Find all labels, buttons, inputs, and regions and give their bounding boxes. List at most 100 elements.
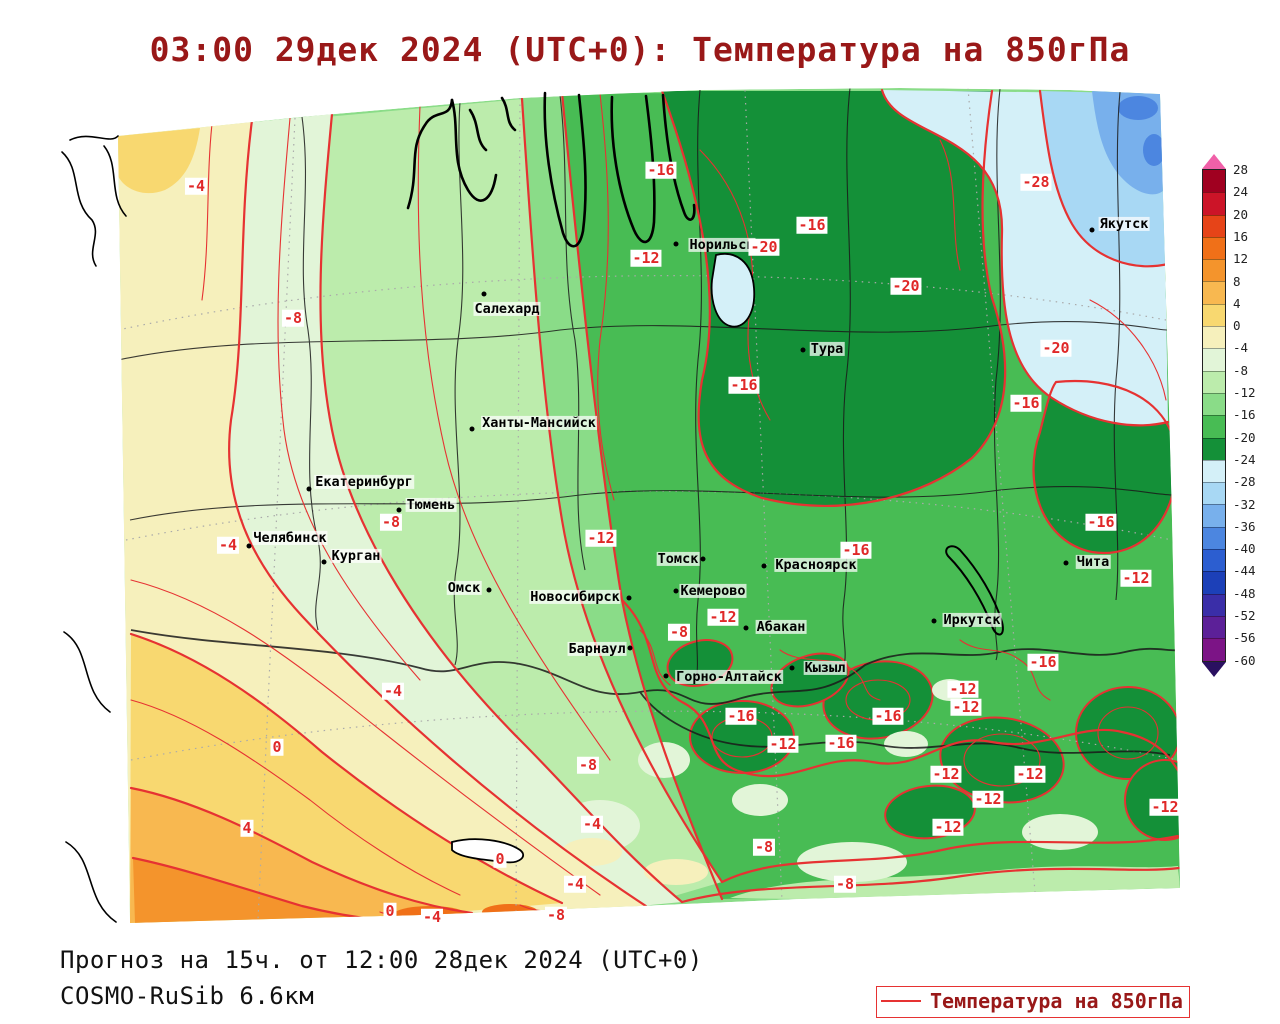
colorbar-cell <box>1203 348 1225 371</box>
city-dot <box>321 559 327 565</box>
city-dot <box>1089 227 1095 233</box>
city-label: Норильск <box>688 236 756 253</box>
colorbar-tick-label: -20 <box>1233 429 1256 445</box>
contour-value-label: -12 <box>630 248 662 267</box>
city-label: Горно-Алтайск <box>675 668 783 685</box>
city-dot <box>1063 560 1069 566</box>
city-dot <box>700 556 706 562</box>
colorbar-tick-label: -60 <box>1233 652 1256 668</box>
contour-value-label: -12 <box>947 679 979 698</box>
colorbar-tick-label: -28 <box>1233 473 1256 489</box>
contour-value-label: -16 <box>1085 512 1117 531</box>
contour-value-label: -8 <box>281 308 305 327</box>
contour-value-label: -8 <box>752 837 776 856</box>
city-label: Омск <box>446 579 482 596</box>
colorbar-arrow-up-icon <box>1202 154 1226 169</box>
contour-value-label: -20 <box>890 276 922 295</box>
admin-borders-layer <box>118 88 1180 756</box>
colorbar-cell <box>1203 549 1225 572</box>
city-dot <box>789 665 795 671</box>
contour-value-label: -4 <box>381 681 405 700</box>
city-dot <box>931 618 937 624</box>
colorbar-tick-label: 20 <box>1233 206 1249 222</box>
city-label: Кызыл <box>803 659 847 676</box>
city-label: Курган <box>330 547 382 564</box>
coastline-layer <box>61 91 1004 923</box>
contour-value-label: -16 <box>840 540 872 559</box>
colorbar-tick-label: -16 <box>1233 407 1256 423</box>
colorbar-tick-label: -52 <box>1233 607 1256 623</box>
colorbar-cell <box>1203 303 1225 327</box>
legend-contour-line-sample <box>881 1000 921 1002</box>
colorbar-tick-label: -48 <box>1233 585 1256 601</box>
contour-value-label: -12 <box>950 697 982 716</box>
city-label: Новосибирск <box>529 588 621 605</box>
model-info-line: COSMO-RuSib 6.6км <box>60 982 315 1010</box>
city-dot <box>627 645 633 651</box>
city-label: Тюмень <box>405 496 457 513</box>
contour-value-label: -8 <box>667 622 691 641</box>
colorbar-cell <box>1203 214 1225 237</box>
colorbar-cell <box>1203 593 1225 616</box>
page-title: 03:00 29дек 2024 (UTC+0): Температура на… <box>149 30 1131 69</box>
city-label: Абакан <box>755 618 807 635</box>
contour-value-label: -16 <box>725 706 757 725</box>
city-label: Чита <box>1075 553 1111 570</box>
contour-value-label: -16 <box>728 375 760 394</box>
contour-value-label: 0 <box>270 737 284 756</box>
contour-value-label: -12 <box>767 734 799 753</box>
city-dot <box>663 673 669 679</box>
contour-value-label: -20 <box>748 237 780 256</box>
contour-value-label: -16 <box>825 733 857 752</box>
contour-value-label: -16 <box>796 215 828 234</box>
colorbar-tick-label: -40 <box>1233 540 1256 556</box>
contour-value-label: -20 <box>1040 338 1072 357</box>
city-dot <box>246 543 252 549</box>
contour-value-label: -12 <box>932 817 964 836</box>
contour-value-label: -16 <box>1010 393 1042 412</box>
colorbar-tick-label: 8 <box>1233 273 1241 289</box>
colorbar-tick-label: 16 <box>1233 228 1249 244</box>
colorbar-tick-label: 0 <box>1233 317 1241 333</box>
city-dot <box>486 587 492 593</box>
city-dot <box>800 347 806 353</box>
colorbar-tick-label: -8 <box>1233 362 1249 378</box>
city-label: Кемерово <box>679 582 747 599</box>
contour-value-label: -4 <box>184 176 208 195</box>
colorbar-cell <box>1203 170 1225 193</box>
city-dot <box>626 595 632 601</box>
colorbar-cell <box>1203 392 1225 416</box>
colorbar-cell <box>1203 326 1225 349</box>
contour-value-label: -12 <box>1120 568 1152 587</box>
colorbar-tick-label: -32 <box>1233 496 1256 512</box>
contour-value-label: -12 <box>585 528 617 547</box>
map-legend: Температура на 850гПа <box>876 986 1190 1018</box>
contour-value-label: 0 <box>493 849 507 868</box>
colorbar-cell <box>1203 370 1225 393</box>
temperature-colorbar: 28 24 20 16 12 8 4 0 -4 -8 -12 -16 -20 -24 -28 -32 -36 -4… <box>1202 154 1272 677</box>
colorbar-cell <box>1203 638 1225 661</box>
city-dot <box>469 426 475 432</box>
contour-value-label: -8 <box>576 755 600 774</box>
contour-value-label: -4 <box>580 814 604 833</box>
colorbar-cell <box>1203 504 1225 527</box>
contour-value-label: -12 <box>1014 764 1046 783</box>
contour-value-label: -12 <box>1149 797 1181 816</box>
city-label: Красноярск <box>774 556 858 573</box>
colorbar-tick-label: -44 <box>1233 563 1256 579</box>
forecast-info-line: Прогноз на 15ч. от 12:00 28дек 2024 (UTC… <box>60 946 703 974</box>
city-label: Томск <box>656 550 700 567</box>
city-dot <box>743 625 749 631</box>
colorbar-cell <box>1203 437 1225 460</box>
colorbar-tick-label: 12 <box>1233 250 1249 266</box>
contour-value-label: -12 <box>972 789 1004 808</box>
colorbar-tick-label: 28 <box>1233 161 1249 177</box>
city-dot <box>761 563 767 569</box>
city-label: Барнаул <box>567 640 627 657</box>
contour-value-label: -16 <box>1027 652 1059 671</box>
colorbar-tick-label: -56 <box>1233 630 1256 646</box>
contour-value-label: -12 <box>707 607 739 626</box>
contour-value-label: -4 <box>563 874 587 893</box>
